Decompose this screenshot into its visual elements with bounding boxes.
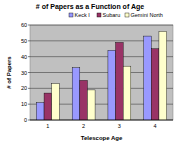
- legend-swatch: [69, 13, 73, 17]
- x-tick-label: 1: [46, 123, 49, 129]
- y-tick: [28, 72, 30, 73]
- x-axis-label: Telescope Age: [81, 135, 123, 141]
- bar: [151, 49, 159, 120]
- y-tick-label: 40: [21, 54, 27, 60]
- bars: [36, 31, 166, 120]
- y-axis-label: # of Papers: [6, 56, 12, 89]
- bar: [116, 42, 124, 120]
- y-tick: [28, 104, 30, 105]
- chart: # of Papers as a Function of Age 0 10 20 30 4…: [0, 0, 180, 147]
- legend-label: Keck I: [75, 12, 91, 18]
- chart-root: # of Papers as a Function of Age 0 10 20 30 4…: [0, 0, 180, 147]
- legend-swatch: [97, 13, 101, 17]
- bar: [123, 66, 131, 120]
- x-tick-label: 2: [82, 123, 85, 129]
- bar: [144, 36, 152, 120]
- title: # of Papers as a Function of Age: [36, 3, 144, 11]
- bar: [108, 50, 116, 120]
- y-tick-label: 50: [21, 38, 27, 44]
- legend-swatch: [125, 13, 129, 17]
- grid-line: [30, 25, 173, 26]
- x-tick-label: 4: [154, 123, 157, 129]
- bar: [44, 93, 52, 120]
- x-axis: [30, 120, 173, 121]
- legend-label: Subaru: [103, 12, 121, 18]
- bar: [72, 68, 80, 120]
- bar: [52, 84, 60, 120]
- legend-label: Gemini North: [131, 12, 163, 18]
- x-tick-label: 3: [118, 123, 121, 129]
- bar: [87, 90, 95, 120]
- y-tick: [28, 56, 30, 57]
- y-tick-label: 30: [21, 70, 27, 76]
- bar: [36, 103, 44, 120]
- y-tick: [28, 40, 30, 41]
- bar: [80, 80, 88, 120]
- legend: Keck I Subaru Gemini North: [69, 12, 163, 18]
- plot-area: [30, 25, 173, 120]
- y-tick-label: 60: [21, 22, 27, 28]
- y-tick-label: 20: [21, 85, 27, 91]
- grid-line: [30, 40, 173, 41]
- bar: [159, 31, 167, 120]
- y-tick: [28, 120, 30, 121]
- y-tick-label: 10: [21, 101, 27, 107]
- y-tick: [28, 88, 30, 89]
- y-tick-label: 0: [24, 117, 27, 123]
- y-tick: [28, 25, 30, 26]
